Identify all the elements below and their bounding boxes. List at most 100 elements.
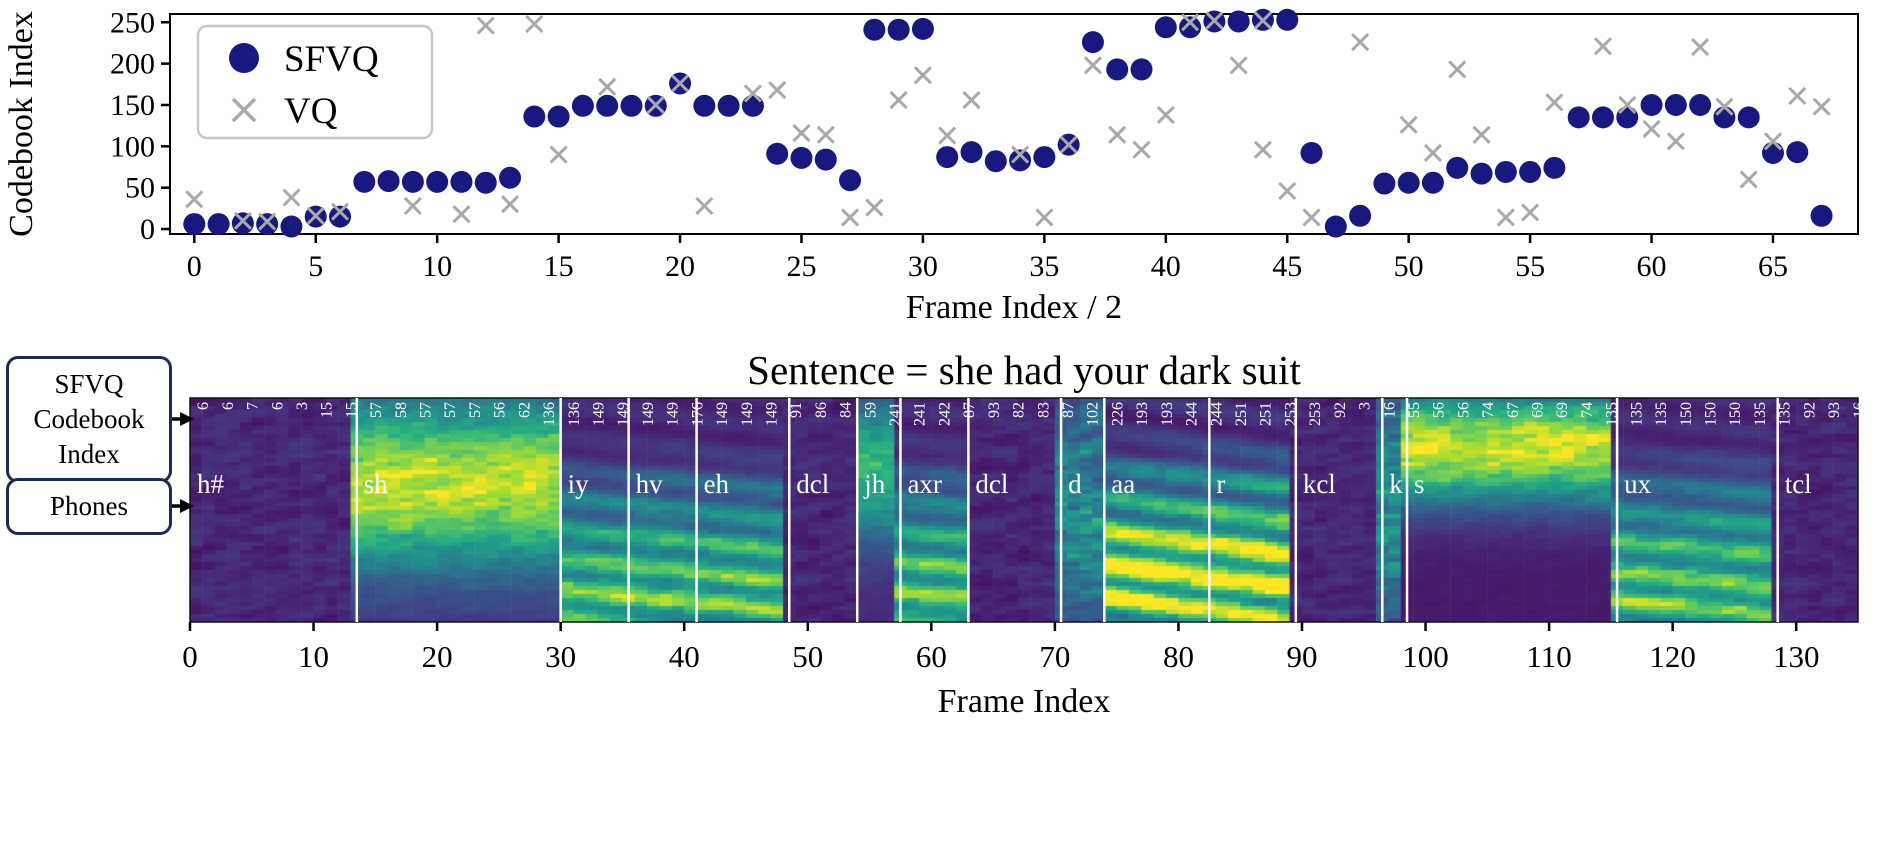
svg-text:149: 149 bbox=[615, 402, 632, 426]
svg-text:150: 150 bbox=[110, 89, 155, 122]
plot-frame bbox=[169, 13, 1859, 235]
svg-text:6: 6 bbox=[220, 402, 237, 410]
svg-text:3: 3 bbox=[294, 402, 311, 410]
svg-text:69: 69 bbox=[1530, 402, 1547, 418]
svg-text:135: 135 bbox=[1628, 402, 1645, 426]
svg-text:50: 50 bbox=[1394, 250, 1424, 283]
svg-text:60: 60 bbox=[916, 639, 947, 674]
svg-text:110: 110 bbox=[1526, 639, 1571, 674]
svg-text:20: 20 bbox=[422, 639, 453, 674]
svg-text:50: 50 bbox=[125, 172, 155, 205]
sfvq-circle-icon bbox=[229, 43, 259, 73]
svg-text:58: 58 bbox=[393, 402, 410, 418]
svg-text:226: 226 bbox=[1109, 402, 1126, 426]
svg-text:67: 67 bbox=[1505, 402, 1522, 418]
svg-text:15: 15 bbox=[319, 402, 336, 418]
x-axis: 0 5 10 15 20 25 30 35 40 45 50 55 60 65 Frame Index / … bbox=[187, 234, 1788, 326]
svg-text:hv: hv bbox=[636, 469, 664, 499]
svg-text:0: 0 bbox=[140, 213, 155, 246]
phone-boundaries bbox=[355, 398, 1779, 622]
svg-text:93: 93 bbox=[1826, 402, 1843, 418]
svg-text:eh: eh bbox=[704, 469, 730, 499]
svg-text:Frame Index / 2: Frame Index / 2 bbox=[906, 289, 1122, 326]
svg-text:tcl: tcl bbox=[1785, 469, 1812, 499]
svg-text:kcl: kcl bbox=[1303, 469, 1336, 499]
svg-text:iy: iy bbox=[568, 469, 590, 499]
svg-text:r: r bbox=[1216, 469, 1225, 499]
svg-text:6: 6 bbox=[269, 402, 286, 410]
svg-text:241: 241 bbox=[887, 402, 904, 426]
svg-text:149: 149 bbox=[714, 402, 731, 426]
svg-text:150: 150 bbox=[1702, 402, 1719, 426]
vq-x-icon bbox=[231, 97, 257, 123]
svg-text:74: 74 bbox=[1480, 402, 1497, 418]
svg-text:86: 86 bbox=[813, 402, 830, 418]
sfvq-codebook-index-box: SFVQ Codebook Index bbox=[6, 356, 172, 484]
svg-text:59: 59 bbox=[862, 402, 879, 418]
svg-text:16: 16 bbox=[1381, 402, 1398, 418]
svg-text:149: 149 bbox=[640, 402, 657, 426]
svg-text:100: 100 bbox=[1402, 639, 1449, 674]
svg-text:dcl: dcl bbox=[975, 469, 1008, 499]
svg-text:sh: sh bbox=[364, 469, 389, 499]
svg-text:56: 56 bbox=[1455, 402, 1472, 418]
svg-text:135: 135 bbox=[1777, 402, 1794, 426]
svg-text:241: 241 bbox=[912, 402, 929, 426]
svg-text:16: 16 bbox=[1851, 402, 1868, 418]
svg-text:135: 135 bbox=[1604, 402, 1621, 426]
svg-text:135: 135 bbox=[1653, 402, 1670, 426]
svg-text:150: 150 bbox=[1678, 402, 1695, 426]
svg-text:VQ: VQ bbox=[284, 91, 338, 132]
svg-text:15: 15 bbox=[544, 250, 574, 283]
svg-text:25: 25 bbox=[786, 250, 816, 283]
svg-text:57: 57 bbox=[467, 402, 484, 418]
svg-text:80: 80 bbox=[1163, 639, 1194, 674]
svg-text:84: 84 bbox=[838, 402, 855, 418]
svg-text:136: 136 bbox=[566, 402, 583, 426]
svg-text:d: d bbox=[1068, 469, 1082, 499]
svg-text:5: 5 bbox=[308, 250, 323, 283]
codebook-index-labels: 6 6 7 6 3 15 15 57 58 57 57 57 56 62 136 136 149 149 149 14… bbox=[195, 402, 1868, 426]
svg-text:251: 251 bbox=[1258, 402, 1275, 426]
svg-text:130: 130 bbox=[1773, 639, 1820, 674]
svg-text:244: 244 bbox=[1208, 402, 1225, 426]
svg-text:0: 0 bbox=[187, 250, 202, 283]
svg-text:0: 0 bbox=[182, 639, 198, 674]
svg-text:83: 83 bbox=[1035, 402, 1052, 418]
svg-text:aa: aa bbox=[1111, 469, 1135, 499]
svg-text:57: 57 bbox=[418, 402, 435, 418]
svg-text:136: 136 bbox=[541, 402, 558, 426]
svg-text:135: 135 bbox=[1752, 402, 1769, 426]
svg-text:s: s bbox=[1414, 469, 1425, 499]
svg-text:92: 92 bbox=[1332, 402, 1349, 418]
svg-text:k: k bbox=[1389, 469, 1403, 499]
vq-series bbox=[185, 11, 1831, 231]
svg-text:193: 193 bbox=[1134, 402, 1151, 426]
svg-text:120: 120 bbox=[1649, 639, 1696, 674]
svg-text:dcl: dcl bbox=[796, 469, 829, 499]
svg-text:h#: h# bbox=[197, 469, 225, 499]
svg-text:55: 55 bbox=[1515, 250, 1545, 283]
svg-text:axr: axr bbox=[907, 469, 941, 499]
svg-text:193: 193 bbox=[1159, 402, 1176, 426]
svg-text:90: 90 bbox=[1287, 639, 1318, 674]
svg-text:50: 50 bbox=[792, 639, 823, 674]
svg-text:250: 250 bbox=[110, 6, 155, 39]
svg-text:30: 30 bbox=[545, 639, 576, 674]
svg-text:251: 251 bbox=[1233, 402, 1250, 426]
svg-text:55: 55 bbox=[1406, 402, 1423, 418]
svg-text:20: 20 bbox=[665, 250, 695, 283]
svg-text:57: 57 bbox=[368, 402, 385, 418]
phone-labels: h# sh iy hv eh dcl jh axr dcl d aa r kcl k s ux tcl bbox=[197, 469, 1812, 499]
svg-text:56: 56 bbox=[492, 402, 509, 418]
legend: SFVQ VQ bbox=[196, 24, 434, 140]
svg-text:ux: ux bbox=[1624, 469, 1652, 499]
svg-text:242: 242 bbox=[936, 402, 953, 426]
svg-text:69: 69 bbox=[1554, 402, 1571, 418]
svg-text:65: 65 bbox=[1758, 250, 1788, 283]
svg-text:45: 45 bbox=[1272, 250, 1302, 283]
svg-text:30: 30 bbox=[908, 250, 938, 283]
svg-text:149: 149 bbox=[739, 402, 756, 426]
